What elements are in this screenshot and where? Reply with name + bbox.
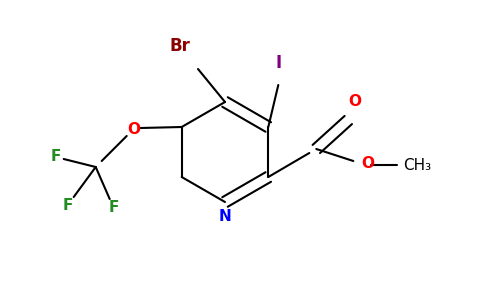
Text: F: F bbox=[108, 200, 119, 214]
Text: I: I bbox=[275, 54, 281, 72]
Text: N: N bbox=[219, 209, 231, 224]
Text: F: F bbox=[50, 149, 61, 164]
Text: Br: Br bbox=[169, 37, 190, 55]
Text: CH₃: CH₃ bbox=[403, 158, 431, 173]
Text: O: O bbox=[348, 94, 361, 109]
Text: O: O bbox=[127, 122, 140, 136]
Text: F: F bbox=[62, 197, 73, 212]
Text: O: O bbox=[361, 157, 374, 172]
